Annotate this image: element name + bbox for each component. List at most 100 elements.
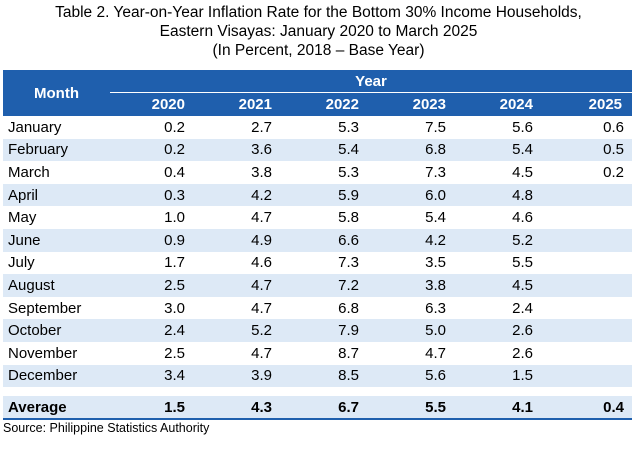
month-header: Month [3, 70, 110, 116]
average-value: 6.7 [284, 396, 371, 420]
value-cell: 1.7 [164, 254, 185, 272]
average-row: Average 1.5 4.3 6.7 5.5 4.1 0.4 [3, 396, 633, 420]
average-value: 0.4 [545, 396, 633, 420]
value-cell: 4.2 [371, 228, 458, 252]
value-cell: 0.6 [603, 118, 625, 136]
value-cell: 6.6 [284, 228, 371, 252]
value-cell: 5.5 [512, 254, 533, 272]
table-row: April 0.3 4.2 5.9 6.0 4.8 [3, 183, 633, 207]
value-cell: 4.6 [251, 254, 272, 272]
value-cell [545, 364, 633, 388]
value-cell: 2.4 [512, 299, 533, 317]
month-cell: March [8, 163, 50, 181]
value-cell: 1.0 [164, 209, 185, 227]
value-cell: 7.3 [425, 163, 446, 181]
year-header: Year [110, 70, 633, 93]
year-col-header: 2023 [371, 92, 458, 116]
inflation-table: Month Year 2020 2021 2022 2023 2024 2025… [3, 70, 633, 420]
value-cell: 0.2 [603, 163, 625, 181]
value-cell [545, 183, 633, 207]
value-cell: 2.4 [110, 319, 197, 342]
value-cell: 4.7 [251, 299, 272, 317]
value-cell: 6.8 [371, 138, 458, 162]
value-cell: 2.7 [251, 118, 272, 136]
year-col-header: 2020 [110, 92, 197, 116]
table-row: March 0.4 3.8 5.3 7.3 4.5 0.2 [3, 161, 632, 184]
value-cell: 4.9 [197, 228, 284, 252]
table-body: January 0.2 2.7 5.3 7.5 5.6 0.6 February 0.2 3.6 5… [3, 116, 633, 420]
table-row: September 3.0 4.7 6.8 6.3 2.4 [3, 297, 632, 320]
table-row: November 2.5 4.7 8.7 4.7 2.6 [3, 342, 632, 365]
value-cell [545, 297, 632, 320]
value-cell: 5.4 [284, 138, 371, 162]
value-cell: 5.6 [371, 364, 458, 388]
average-value: 1.5 [110, 396, 197, 420]
spacer-cell [3, 387, 633, 397]
value-cell: 2.6 [458, 319, 545, 342]
table-row: July 1.7 4.6 7.3 3.5 5.5 [3, 252, 632, 275]
value-cell: 5.3 [338, 163, 359, 181]
value-cell: 3.0 [164, 299, 185, 317]
table-row: October 2.4 5.2 7.9 5.0 2.6 [3, 319, 633, 342]
value-cell [545, 252, 632, 275]
spacer-row [3, 387, 633, 397]
value-cell: 3.4 [110, 364, 197, 388]
value-cell: 2.5 [164, 344, 185, 362]
average-label: Average [3, 396, 110, 420]
year-col-header: 2025 [545, 92, 633, 116]
value-cell: 6.8 [338, 299, 359, 317]
value-cell: 7.2 [284, 274, 371, 297]
value-cell: 8.7 [338, 344, 359, 362]
month-cell: August [3, 274, 110, 297]
table-row: June 0.9 4.9 6.6 4.2 5.2 [3, 228, 633, 252]
value-cell: 4.7 [425, 344, 446, 362]
table-row: January 0.2 2.7 5.3 7.5 5.6 0.6 [3, 116, 632, 139]
value-cell: 4.5 [512, 163, 533, 181]
value-cell: 6.3 [425, 299, 446, 317]
value-cell: 4.7 [197, 274, 284, 297]
table-title: Table 2. Year-on-Year Inflation Rate for… [0, 3, 637, 60]
table-row: May 1.0 4.7 5.8 5.4 4.6 [3, 206, 632, 229]
month-cell: November [8, 344, 78, 362]
value-cell: 3.8 [251, 163, 272, 181]
value-cell: 5.4 [458, 138, 545, 162]
year-col-header: 2022 [284, 92, 371, 116]
value-cell: 4.6 [512, 209, 533, 227]
value-cell [545, 206, 632, 229]
value-cell: 0.4 [164, 163, 185, 181]
value-cell: 2.5 [110, 274, 197, 297]
value-cell: 3.5 [425, 254, 446, 272]
value-cell: 5.2 [458, 228, 545, 252]
value-cell: 0.3 [110, 183, 197, 207]
year-col-header: 2021 [197, 92, 284, 116]
month-cell: December [3, 364, 110, 388]
source-note: Source: Philippine Statistics Authority [3, 421, 210, 436]
value-cell: 7.3 [338, 254, 359, 272]
value-cell: 3.8 [371, 274, 458, 297]
average-value: 4.3 [197, 396, 284, 420]
table-row: February 0.2 3.6 5.4 6.8 5.4 0.5 [3, 138, 633, 162]
average-value: 5.5 [371, 396, 458, 420]
month-cell: September [8, 299, 82, 317]
value-cell: 4.8 [458, 183, 545, 207]
value-cell: 2.6 [512, 344, 533, 362]
value-cell: 0.2 [110, 138, 197, 162]
value-cell: 4.5 [458, 274, 545, 297]
table-row: August 2.5 4.7 7.2 3.8 4.5 [3, 274, 633, 297]
table-row: December 3.4 3.9 8.5 5.6 1.5 [3, 364, 633, 388]
month-cell: February [3, 138, 110, 162]
month-cell: July [8, 254, 35, 272]
year-col-header: 2024 [458, 92, 545, 116]
value-cell: 5.9 [284, 183, 371, 207]
value-cell: 5.8 [338, 209, 359, 227]
month-cell: May [8, 209, 37, 227]
value-cell: 5.2 [197, 319, 284, 342]
month-cell: April [3, 183, 110, 207]
average-value: 4.1 [458, 396, 545, 420]
value-cell: 0.2 [164, 118, 185, 136]
value-cell: 5.6 [512, 118, 533, 136]
title-line-2: Eastern Visayas: January 2020 to March 2… [159, 23, 478, 40]
value-cell: 5.4 [425, 209, 446, 227]
title-line-1: Table 2. Year-on-Year Inflation Rate for… [55, 4, 582, 21]
value-cell: 0.5 [545, 138, 633, 162]
